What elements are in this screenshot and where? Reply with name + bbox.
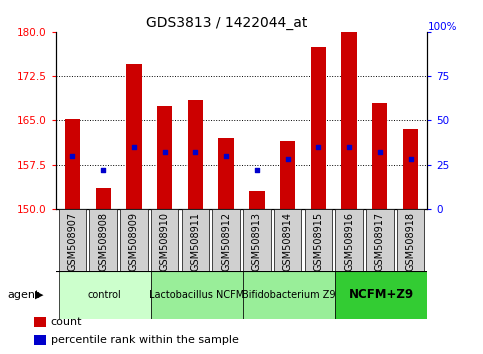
Bar [58,209,86,271]
Text: Lactobacillus NCFM: Lactobacillus NCFM [149,290,244,300]
Point [314,144,322,150]
Bar [182,209,209,271]
Point [345,144,353,150]
Bar [243,271,335,319]
Text: NCFM+Z9: NCFM+Z9 [349,288,414,301]
Text: 100%: 100% [427,22,457,32]
Text: GSM508910: GSM508910 [160,212,170,271]
Bar [120,209,148,271]
Point [407,156,414,162]
Bar [280,141,295,209]
Point [192,149,199,155]
Point [69,153,76,159]
Bar [188,100,203,209]
Text: Bifidobacterium Z9: Bifidobacterium Z9 [242,290,336,300]
Bar [366,209,394,271]
Bar [335,271,427,319]
Point [99,167,107,173]
Text: GSM508915: GSM508915 [313,212,323,271]
Bar [58,271,151,319]
Bar [34,335,46,345]
Bar [243,209,270,271]
Bar [372,103,387,209]
Text: count: count [51,317,82,327]
Bar [151,209,179,271]
Bar [304,209,332,271]
Text: GSM508911: GSM508911 [190,212,200,271]
Text: GDS3813 / 1422044_at: GDS3813 / 1422044_at [146,16,308,30]
Text: GSM508907: GSM508907 [68,212,77,271]
Text: agent: agent [7,290,40,300]
Point [376,149,384,155]
Bar [218,138,234,209]
Point [130,144,138,150]
Bar [311,47,326,209]
Bar [96,188,111,209]
Text: GSM508914: GSM508914 [283,212,293,271]
Bar [403,129,418,209]
Point [161,149,169,155]
Text: GSM508909: GSM508909 [129,212,139,271]
Text: GSM508913: GSM508913 [252,212,262,271]
Bar [89,209,117,271]
Bar [335,209,363,271]
Bar [274,209,301,271]
Bar [341,32,357,209]
Text: percentile rank within the sample: percentile rank within the sample [51,335,239,345]
Bar [397,209,425,271]
Bar [126,64,142,209]
Bar [249,191,265,209]
Bar [151,271,243,319]
Text: GSM508916: GSM508916 [344,212,354,271]
Point [253,167,261,173]
Text: ▶: ▶ [35,290,44,300]
Text: GSM508918: GSM508918 [406,212,415,271]
Text: GSM508917: GSM508917 [375,212,385,271]
Text: GSM508912: GSM508912 [221,212,231,271]
Text: GSM508908: GSM508908 [98,212,108,271]
Point [222,153,230,159]
Bar [157,105,172,209]
Point [284,156,291,162]
Bar [34,317,46,327]
Text: control: control [88,290,122,300]
Bar [65,119,80,209]
Bar [213,209,240,271]
